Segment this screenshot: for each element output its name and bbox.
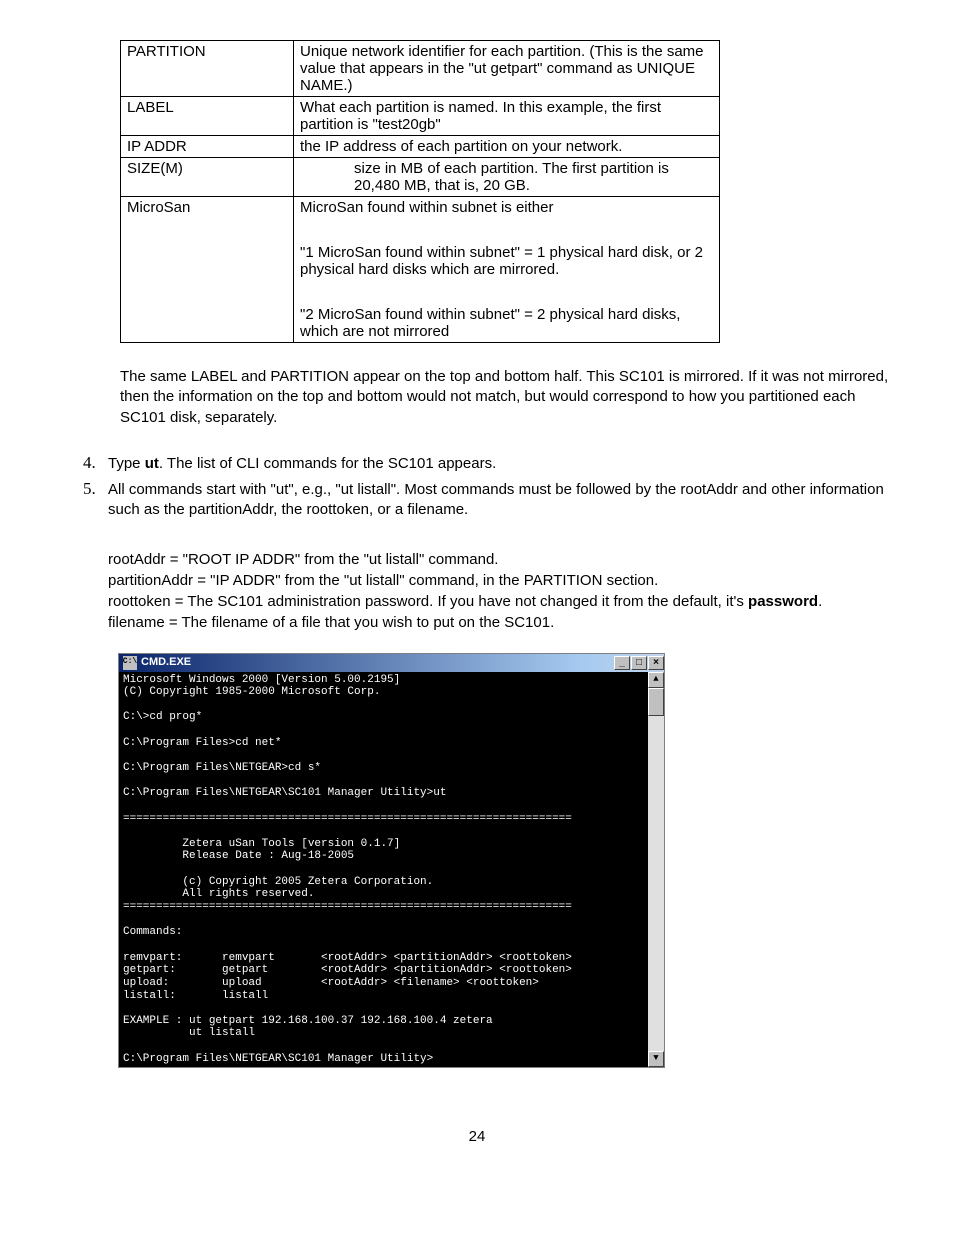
page-number: 24 <box>60 1128 894 1145</box>
scroll-track[interactable] <box>648 688 664 1052</box>
term-cell: LABEL <box>121 97 294 136</box>
scroll-thumb[interactable] <box>648 688 664 716</box>
maximize-button[interactable]: □ <box>631 656 647 670</box>
step-4: Type ut. The list of CLI commands for th… <box>100 452 894 474</box>
term-cell: SIZE(M) <box>121 158 294 197</box>
cmd-window: C:\ CMD.EXE _ □ × Microsoft Windows 2000… <box>118 653 665 1069</box>
microsan-opt2: "2 MicroSan found within subnet" = 2 phy… <box>300 306 680 340</box>
desc-cell: Unique network identifier for each parti… <box>294 41 720 97</box>
desc-cell: MicroSan found within subnet is either "… <box>294 197 720 343</box>
scroll-down-button[interactable]: ▼ <box>648 1051 664 1067</box>
def-rootaddr: rootAddr = "ROOT IP ADDR" from the "ut l… <box>108 549 894 570</box>
minimize-button[interactable]: _ <box>614 656 630 670</box>
steps-list: Type ut. The list of CLI commands for th… <box>100 452 894 1069</box>
desc-cell: What each partition is named. In this ex… <box>294 97 720 136</box>
step-5: All commands start with "ut", e.g., "ut … <box>100 478 894 1068</box>
cmd-icon: C:\ <box>123 656 137 670</box>
term-cell: IP ADDR <box>121 136 294 158</box>
desc-cell: size in MB of each partition. The first … <box>294 158 720 197</box>
scrollbar[interactable]: ▲ ▼ <box>648 672 664 1068</box>
definitions-table: PARTITION Unique network identifier for … <box>120 40 720 343</box>
term-cell: PARTITION <box>121 41 294 97</box>
table-row: LABEL What each partition is named. In t… <box>121 97 720 136</box>
table-row: IP ADDR the IP address of each partition… <box>121 136 720 158</box>
table-row: MicroSan MicroSan found within subnet is… <box>121 197 720 343</box>
table-row: PARTITION Unique network identifier for … <box>121 41 720 97</box>
def-partitionaddr: partitionAddr = "IP ADDR" from the "ut l… <box>108 570 894 591</box>
cmd-body[interactable]: Microsoft Windows 2000 [Version 5.00.219… <box>119 672 648 1068</box>
mirror-paragraph: The same LABEL and PARTITION appear on t… <box>120 367 894 428</box>
def-roottoken: roottoken = The SC101 administration pas… <box>108 591 894 612</box>
desc-cell: the IP address of each partition on your… <box>294 136 720 158</box>
microsan-opt1: "1 MicroSan found within subnet" = 1 phy… <box>300 244 703 278</box>
def-filename: filename = The filename of a file that y… <box>108 612 894 633</box>
table-row: SIZE(M) size in MB of each partition. Th… <box>121 158 720 197</box>
cmd-title-text: CMD.EXE <box>141 655 613 670</box>
scroll-up-button[interactable]: ▲ <box>648 672 664 688</box>
cmd-titlebar[interactable]: C:\ CMD.EXE _ □ × <box>119 654 664 672</box>
microsan-intro: MicroSan found within subnet is either <box>300 199 553 216</box>
close-button[interactable]: × <box>648 656 664 670</box>
term-cell: MicroSan <box>121 197 294 343</box>
